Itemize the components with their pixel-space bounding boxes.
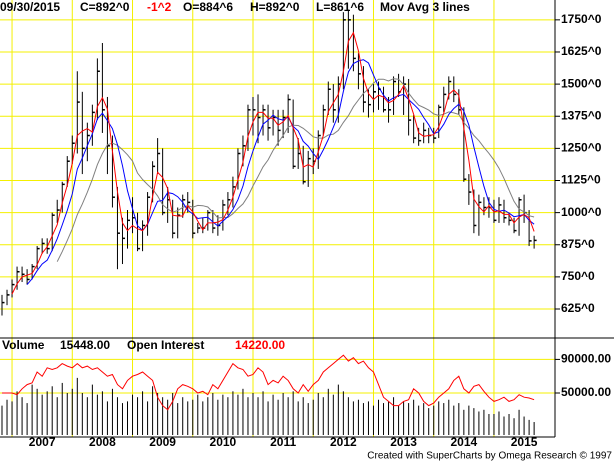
moving-average (11, 31, 535, 295)
y-tick-label: 1750^0 (561, 12, 602, 26)
y-tick-label: 1375^0 (561, 108, 602, 122)
header-item: L=861^6 (316, 0, 364, 14)
marks-layer (1, 9, 537, 435)
y-tick-label: 1500^0 (561, 76, 602, 90)
x-tick-label: 2007 (29, 435, 56, 449)
y-tick-label: 1625^0 (561, 44, 602, 58)
header-item: 09/30/2015 (0, 0, 60, 14)
y-tick-label: 875^0 (561, 237, 595, 251)
x-tick-label: 2008 (89, 435, 116, 449)
x-tick-label: 2010 (210, 435, 237, 449)
moving-average (56, 78, 535, 262)
footer: Created with SuperCharts by Omega Resear… (367, 451, 612, 462)
moving-average (26, 59, 535, 285)
axes-layer: 2007 2008 2009 2010 2011 2012 2013 2014 2015 625^… (0, 0, 614, 449)
open-interest-line (2, 354, 535, 411)
x-tick-label: 2015 (511, 435, 538, 449)
grid-layer (0, 0, 555, 437)
x-tick-label: 2014 (450, 435, 477, 449)
x-tick-label: 2009 (149, 435, 176, 449)
x-tick-label: 2011 (270, 435, 296, 449)
header-item: 15448.00 (60, 338, 110, 352)
x-tick-label: 2013 (390, 435, 417, 449)
header-item: Open Interest (127, 338, 204, 352)
header-item: Volume (2, 338, 45, 352)
header-item: C=892^0 (80, 0, 130, 14)
x-tick-label: 2012 (330, 435, 357, 449)
y-tick-label: 1250^0 (561, 141, 602, 155)
header-item: Mov Avg 3 lines (380, 0, 470, 14)
price-header: 09/30/2015 C=892^0 -1^2 O=884^6 H=892^0 L=861… (0, 0, 470, 14)
header-item: 14220.00 (235, 338, 285, 352)
y-tick-label: 50000.00 (561, 385, 611, 399)
y-tick-label: 750^0 (561, 269, 595, 283)
y-tick-label: 625^0 (561, 301, 595, 315)
volume-header: Volume 15448.00 Open Interest 14220.00 (2, 338, 285, 352)
header-item: -1^2 (147, 0, 172, 14)
y-tick-label: 1125^0 (561, 173, 601, 187)
header-item: O=884^6 (183, 0, 233, 14)
y-tick-label: 1000^0 (561, 205, 602, 219)
y-tick-label: 90000.00 (561, 352, 611, 366)
header-item: H=892^0 (250, 0, 300, 14)
